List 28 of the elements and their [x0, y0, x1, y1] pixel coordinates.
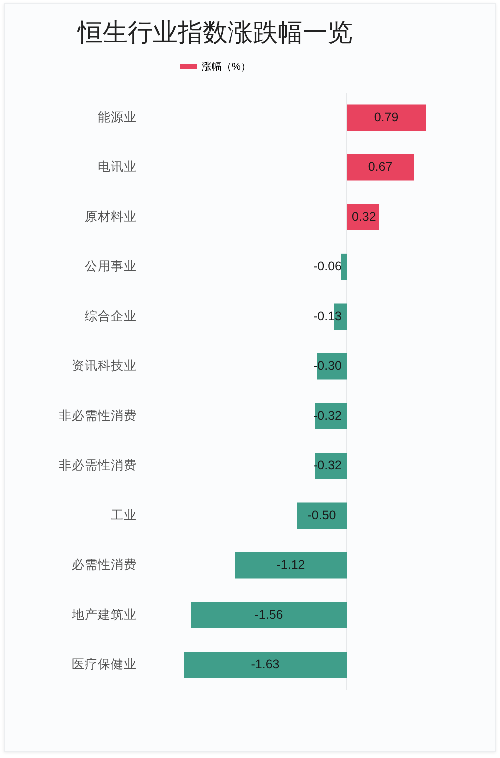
y-tick-label: 非必需性消费 — [59, 408, 137, 423]
y-tick-label: 非必需性消费 — [59, 458, 137, 473]
data-label: 0.79 — [374, 110, 399, 124]
data-label: 0.32 — [352, 210, 376, 224]
bar — [297, 502, 347, 530]
y-tick-label: 公用事业 — [85, 260, 137, 274]
data-label: 0.67 — [368, 160, 393, 174]
bar — [341, 254, 347, 280]
data-label: -1.12 — [276, 558, 306, 572]
y-tick-label: 地产建筑业 — [71, 608, 137, 622]
bar — [235, 552, 347, 579]
y-tick-label: 工业 — [111, 508, 137, 522]
y-tick-label: 必需性消费 — [72, 558, 137, 572]
data-label: -0.50 — [308, 508, 336, 522]
bar — [347, 154, 414, 181]
bar — [184, 652, 347, 678]
y-tick-label: 综合企业 — [85, 309, 137, 324]
data-label: -1.63 — [251, 658, 280, 672]
legend-label: 涨幅（%） — [202, 60, 251, 73]
bar — [347, 104, 426, 132]
y-tick-label: 医疗保健业 — [72, 658, 137, 672]
y-tick-label: 原材料业 — [85, 210, 137, 224]
data-label: -1.56 — [254, 608, 284, 622]
bar — [191, 602, 347, 629]
y-tick-label: 能源业 — [98, 110, 137, 124]
y-tick-label: 资讯科技业 — [72, 359, 137, 374]
y-tick-label: 电讯业 — [98, 160, 137, 174]
chart-title: 恒生行业指数涨跌幅一览 — [77, 18, 353, 47]
